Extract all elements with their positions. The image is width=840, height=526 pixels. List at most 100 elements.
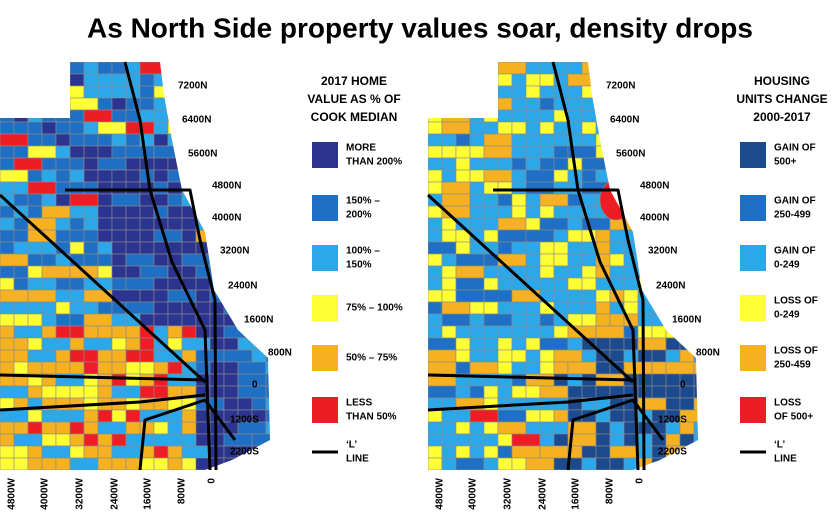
map-tract — [0, 253, 29, 267]
map-tract — [679, 62, 695, 75]
map-tract — [41, 169, 57, 183]
map-tract — [539, 109, 555, 123]
map-tract — [665, 97, 681, 111]
map-tract — [525, 361, 541, 375]
map-tract — [693, 385, 698, 399]
map-tract — [55, 169, 71, 183]
map-tract — [483, 217, 499, 231]
map-tract — [209, 373, 225, 387]
map-tract — [567, 337, 583, 351]
map-tract — [469, 421, 485, 435]
map-tract — [525, 409, 541, 423]
map-tract — [693, 73, 698, 87]
map-tract — [483, 133, 513, 147]
map-tract — [237, 265, 253, 279]
map-tract — [209, 361, 225, 375]
map-tract — [581, 277, 597, 291]
map-tract — [125, 325, 141, 339]
map-tract — [153, 385, 169, 399]
legend-swatch — [312, 195, 338, 221]
map-tract — [251, 169, 267, 183]
map-tract — [181, 457, 197, 470]
map-tract — [223, 109, 239, 123]
map-tract — [497, 361, 513, 375]
street-label: 5600N — [188, 149, 217, 160]
map-tract — [679, 397, 695, 411]
map-tract — [553, 433, 569, 447]
map-tract — [637, 97, 653, 111]
map-tract — [455, 337, 471, 351]
map-tract — [195, 193, 211, 207]
map-tract — [13, 421, 29, 435]
map-tract — [623, 457, 639, 470]
map-tract — [265, 109, 270, 123]
map-tract — [623, 62, 639, 75]
map-tract — [539, 349, 555, 363]
map-tract — [595, 133, 611, 147]
map-tract — [511, 181, 527, 195]
map-tract — [97, 169, 113, 183]
legend-label: 150% – — [346, 196, 380, 207]
legend-label: GAIN OF — [774, 246, 816, 257]
map-tract — [223, 349, 253, 363]
map-tract — [27, 289, 57, 303]
map-tract — [637, 73, 653, 87]
map-tract — [567, 73, 597, 87]
map-tract — [55, 145, 71, 159]
map-tract — [13, 73, 29, 87]
map-tract — [469, 133, 485, 147]
map-tract — [223, 229, 239, 243]
map-tract — [497, 349, 513, 363]
map-tract — [483, 193, 499, 207]
map-tract — [483, 169, 513, 183]
map-tract — [237, 133, 267, 147]
map-tract — [539, 421, 555, 435]
map-tract — [441, 157, 457, 171]
map-tract — [27, 409, 43, 423]
map-tract — [665, 457, 681, 470]
map-tract — [623, 205, 639, 219]
map-tract — [181, 409, 197, 423]
map-tract — [209, 62, 225, 75]
map-tract — [539, 265, 555, 279]
map-tract — [69, 241, 85, 255]
map-tract — [0, 421, 15, 435]
map-tract — [97, 349, 113, 363]
map-tract — [595, 433, 611, 447]
map-tract — [693, 133, 698, 147]
map-tract — [595, 301, 611, 315]
map-tract — [237, 229, 253, 243]
map-tract — [181, 445, 211, 459]
map-tract — [511, 241, 527, 255]
map-tract — [13, 97, 29, 111]
street-label: 0 — [680, 380, 686, 391]
map-tract — [111, 277, 127, 291]
map-tract — [251, 145, 267, 159]
map-tract — [153, 157, 169, 171]
map-tract — [55, 301, 71, 315]
map-tract — [595, 109, 611, 123]
map-tract — [581, 265, 597, 279]
map-tract — [181, 97, 197, 111]
map-tract — [181, 133, 211, 147]
map-tract — [83, 217, 99, 231]
map-tract — [167, 109, 183, 123]
map-tract — [679, 265, 698, 279]
map-tract — [139, 385, 155, 399]
map-tract — [483, 97, 513, 111]
map-tract — [497, 121, 513, 135]
map-tract — [69, 337, 85, 351]
street-label: 800W — [177, 477, 188, 504]
map-tract — [539, 313, 555, 327]
map-tract — [623, 289, 639, 303]
map-tract — [497, 457, 513, 470]
map-tract — [693, 109, 698, 123]
map-tract — [469, 313, 485, 327]
map-tract — [223, 373, 239, 387]
map-tract — [497, 301, 513, 315]
map-tract — [139, 361, 155, 375]
map-tract — [455, 433, 471, 447]
map-tract — [539, 85, 555, 99]
map-tract — [265, 193, 270, 207]
map-tract — [55, 193, 71, 207]
